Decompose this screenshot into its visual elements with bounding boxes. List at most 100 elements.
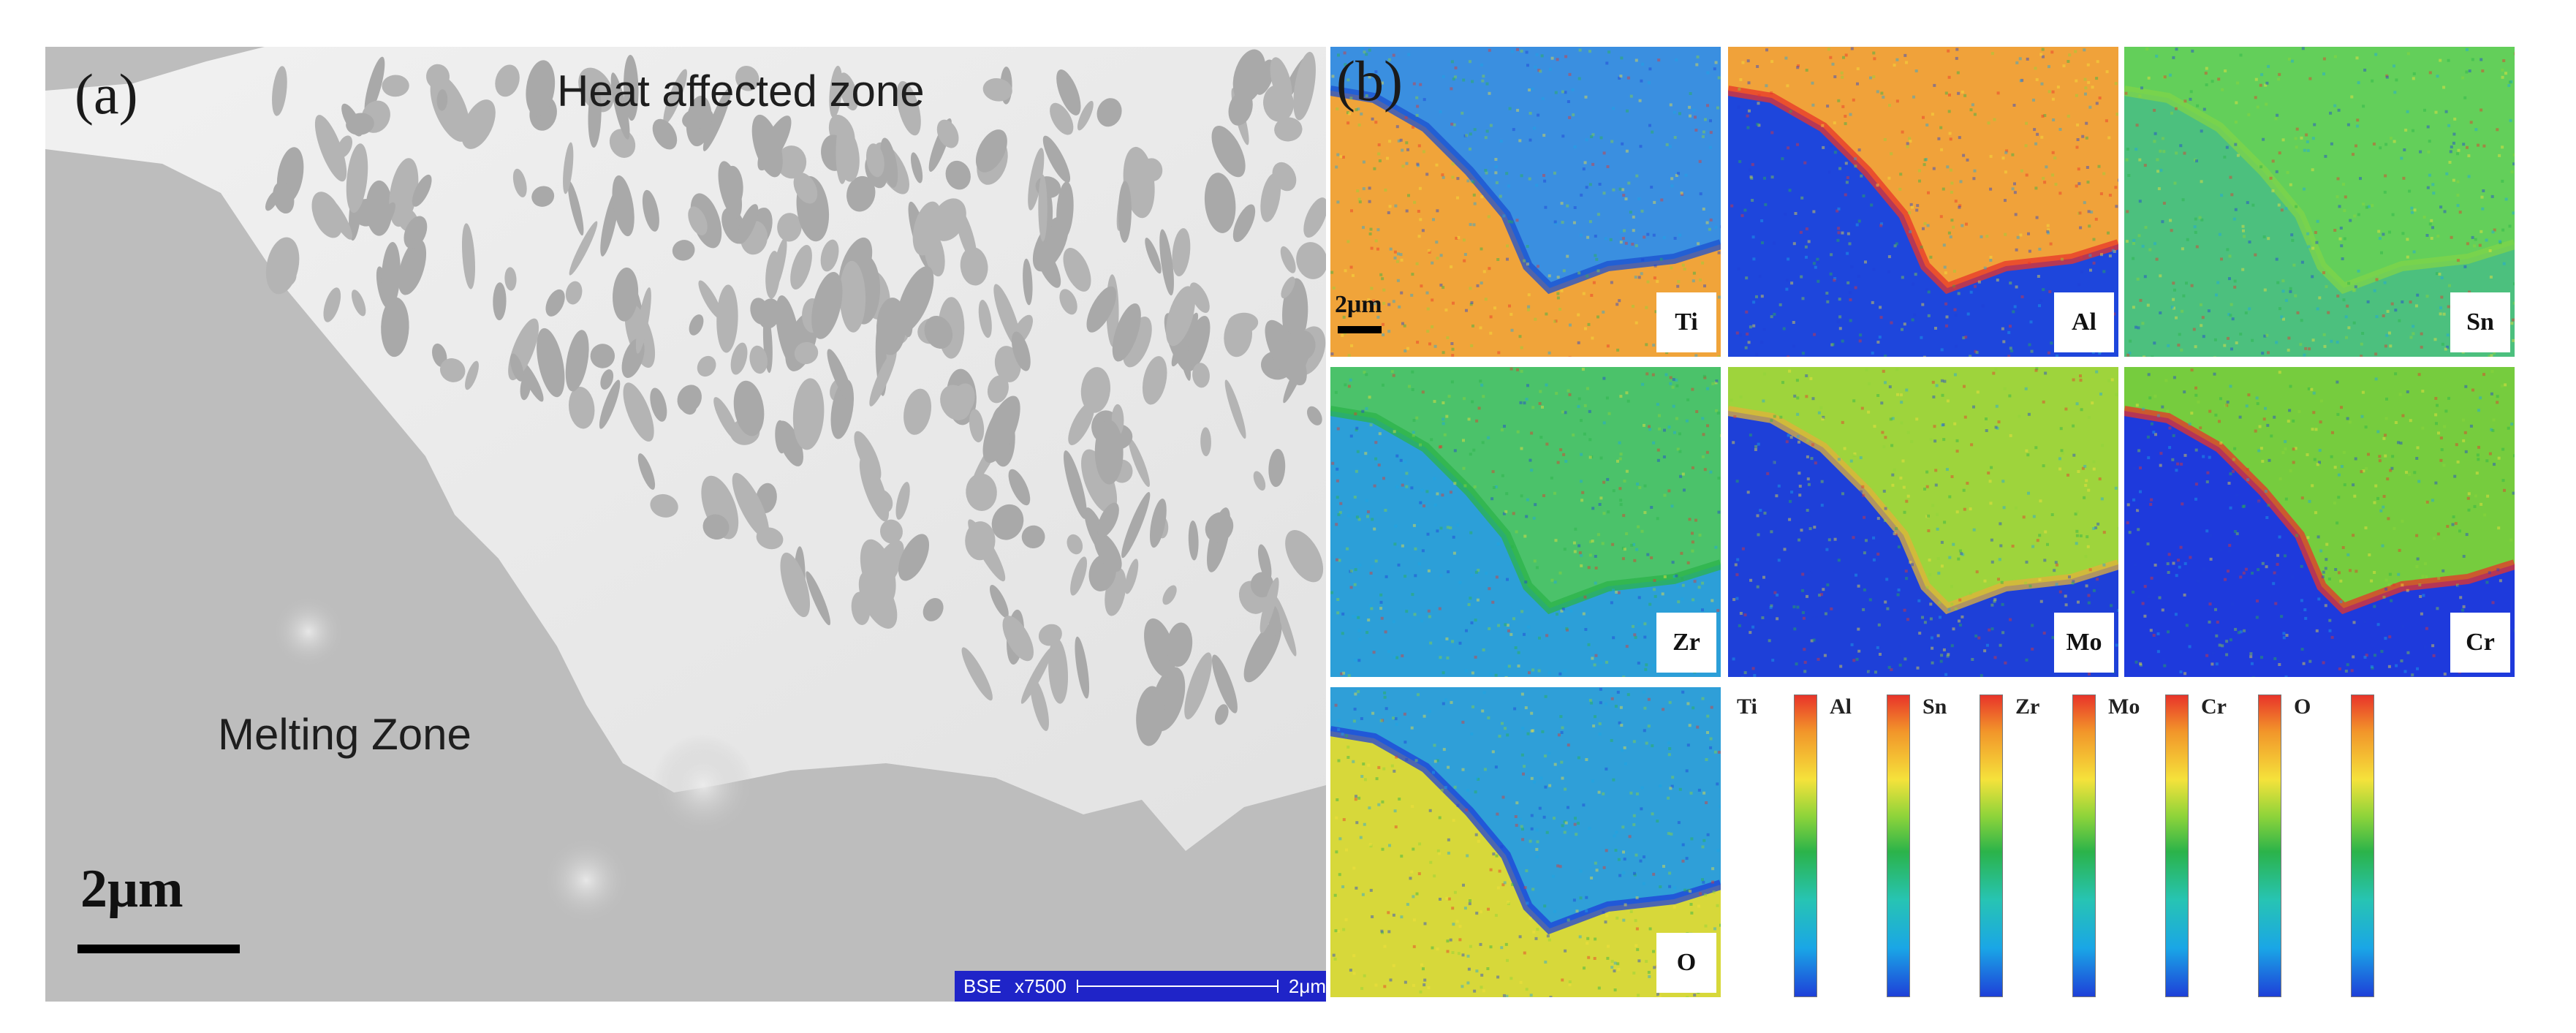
dendrite-cell bbox=[663, 69, 687, 124]
dendrite-cell bbox=[1086, 286, 1117, 333]
eds-map-image bbox=[1728, 47, 2118, 357]
dendrite-cell bbox=[806, 571, 830, 626]
panel-a-label: (a) bbox=[75, 62, 138, 126]
dendrite-cell bbox=[1077, 100, 1094, 131]
dendrite-cell bbox=[465, 360, 479, 390]
dendrite-cell bbox=[1296, 242, 1326, 279]
dendrite-cell bbox=[1273, 595, 1297, 656]
dendrite-cell bbox=[702, 514, 730, 540]
dendrite-cell bbox=[750, 298, 770, 325]
dendrite-cell bbox=[565, 281, 583, 305]
eds-map-image bbox=[2124, 47, 2515, 357]
dendrite-cell bbox=[1227, 312, 1259, 334]
dendrite-cell bbox=[1038, 624, 1062, 646]
dendrite-pattern bbox=[265, 49, 1326, 746]
dendrite-cell bbox=[569, 221, 598, 276]
dendrite-cell bbox=[923, 230, 945, 277]
dendrite-cell bbox=[1056, 69, 1081, 116]
dendrite-cell bbox=[989, 585, 1009, 618]
dendrite-cell bbox=[732, 472, 770, 538]
dendrite-cell bbox=[1048, 637, 1069, 704]
dendrite-cell bbox=[776, 145, 807, 179]
dendrite-cell bbox=[1035, 244, 1061, 288]
map-scale-bar bbox=[1338, 326, 1382, 333]
dendrite-cell bbox=[323, 287, 341, 322]
dendrite-cell bbox=[896, 266, 934, 333]
dendrite-cell bbox=[1293, 51, 1316, 121]
dendrite-cell bbox=[623, 382, 654, 442]
dendrite-cell bbox=[590, 344, 615, 368]
eds-map-image bbox=[1330, 687, 1721, 997]
dendrite-cell bbox=[876, 298, 906, 355]
dendrite-cell bbox=[793, 173, 818, 204]
dendrite-cell bbox=[865, 143, 884, 178]
dendrite-cell bbox=[1112, 303, 1141, 362]
dendrite-cell bbox=[1128, 438, 1150, 488]
dendrite-cell bbox=[936, 119, 959, 148]
dendrite-cell bbox=[896, 80, 921, 136]
dendrite-cell bbox=[624, 54, 639, 121]
dendrite-cell bbox=[777, 420, 803, 466]
dendrite-cell bbox=[650, 387, 667, 422]
dendrite-cell bbox=[718, 161, 743, 219]
dendrite-cell bbox=[493, 282, 507, 321]
dendrite-cell bbox=[1287, 330, 1316, 361]
dendrite-cell bbox=[794, 341, 819, 365]
dendrite-cell bbox=[1162, 585, 1177, 605]
dendrite-cell bbox=[1280, 246, 1296, 273]
dendrite-cell bbox=[1184, 652, 1212, 720]
legend-label-mo: Mo bbox=[2108, 695, 2140, 719]
dendrite-cell bbox=[1123, 146, 1155, 219]
dendrite-cell bbox=[945, 160, 971, 190]
dendrite-cell bbox=[1050, 102, 1074, 135]
dendrite-cell bbox=[346, 143, 368, 213]
dendrite-cell bbox=[672, 240, 695, 261]
dendrite-cell bbox=[1063, 248, 1091, 292]
dendrite-cell bbox=[567, 181, 584, 236]
dendrite-cell bbox=[923, 598, 944, 621]
dendrite-cell bbox=[982, 77, 1012, 102]
dendrite-cell bbox=[1028, 148, 1045, 211]
dendrite-cell bbox=[568, 386, 595, 429]
dendrite-cell bbox=[1166, 286, 1195, 347]
element-label-sn: Sn bbox=[2450, 292, 2510, 352]
dendrite-cell bbox=[991, 504, 1024, 540]
dendrite-cell bbox=[588, 82, 602, 148]
dendrite-cell bbox=[404, 216, 428, 249]
dendrite-cell bbox=[955, 207, 977, 262]
dendrite-cell bbox=[1067, 534, 1083, 555]
dendrite-cell bbox=[1243, 620, 1282, 683]
legend-colorbar-zr bbox=[2072, 695, 2096, 997]
eds-map-image bbox=[2124, 367, 2515, 677]
dendrite-cell bbox=[1232, 204, 1256, 243]
legend-label-zr: Zr bbox=[2015, 695, 2040, 719]
dendrite-cell bbox=[1042, 135, 1071, 183]
dendrite-cell bbox=[1253, 471, 1266, 491]
dendrite-cell bbox=[1136, 686, 1165, 746]
dendrite-cell bbox=[1070, 556, 1088, 596]
dendrite-cell bbox=[412, 174, 432, 207]
eds-map-mo: Mo bbox=[1728, 367, 2118, 677]
dendrite-cell bbox=[519, 360, 544, 402]
dendrite-cell bbox=[1205, 512, 1234, 543]
dendrite-cell bbox=[1064, 450, 1087, 519]
dendrite-cell bbox=[376, 202, 395, 233]
eds-map-ti: Ti bbox=[1330, 47, 1721, 357]
dendrite-cell bbox=[965, 521, 996, 561]
dendrite-cell bbox=[733, 380, 765, 436]
bse-scale-text: 2μm bbox=[1288, 975, 1326, 997]
dendrite-cell bbox=[1118, 181, 1132, 243]
dendrite-cell bbox=[1192, 363, 1210, 388]
dendrite-cell bbox=[790, 245, 812, 290]
dendrite-cell bbox=[777, 213, 802, 242]
dendrite-cell bbox=[751, 114, 783, 178]
dendrite-cell bbox=[1166, 622, 1193, 667]
dendrite-cell bbox=[504, 267, 517, 291]
eds-map-al: Al bbox=[1728, 47, 2118, 357]
dendrite-cell bbox=[1263, 84, 1295, 122]
dendrite-cell bbox=[698, 280, 722, 319]
dendrite-cell bbox=[961, 647, 993, 701]
dendrite-cell bbox=[1250, 572, 1274, 598]
dendrite-cell bbox=[730, 342, 748, 375]
dendrite-cell bbox=[866, 540, 904, 598]
